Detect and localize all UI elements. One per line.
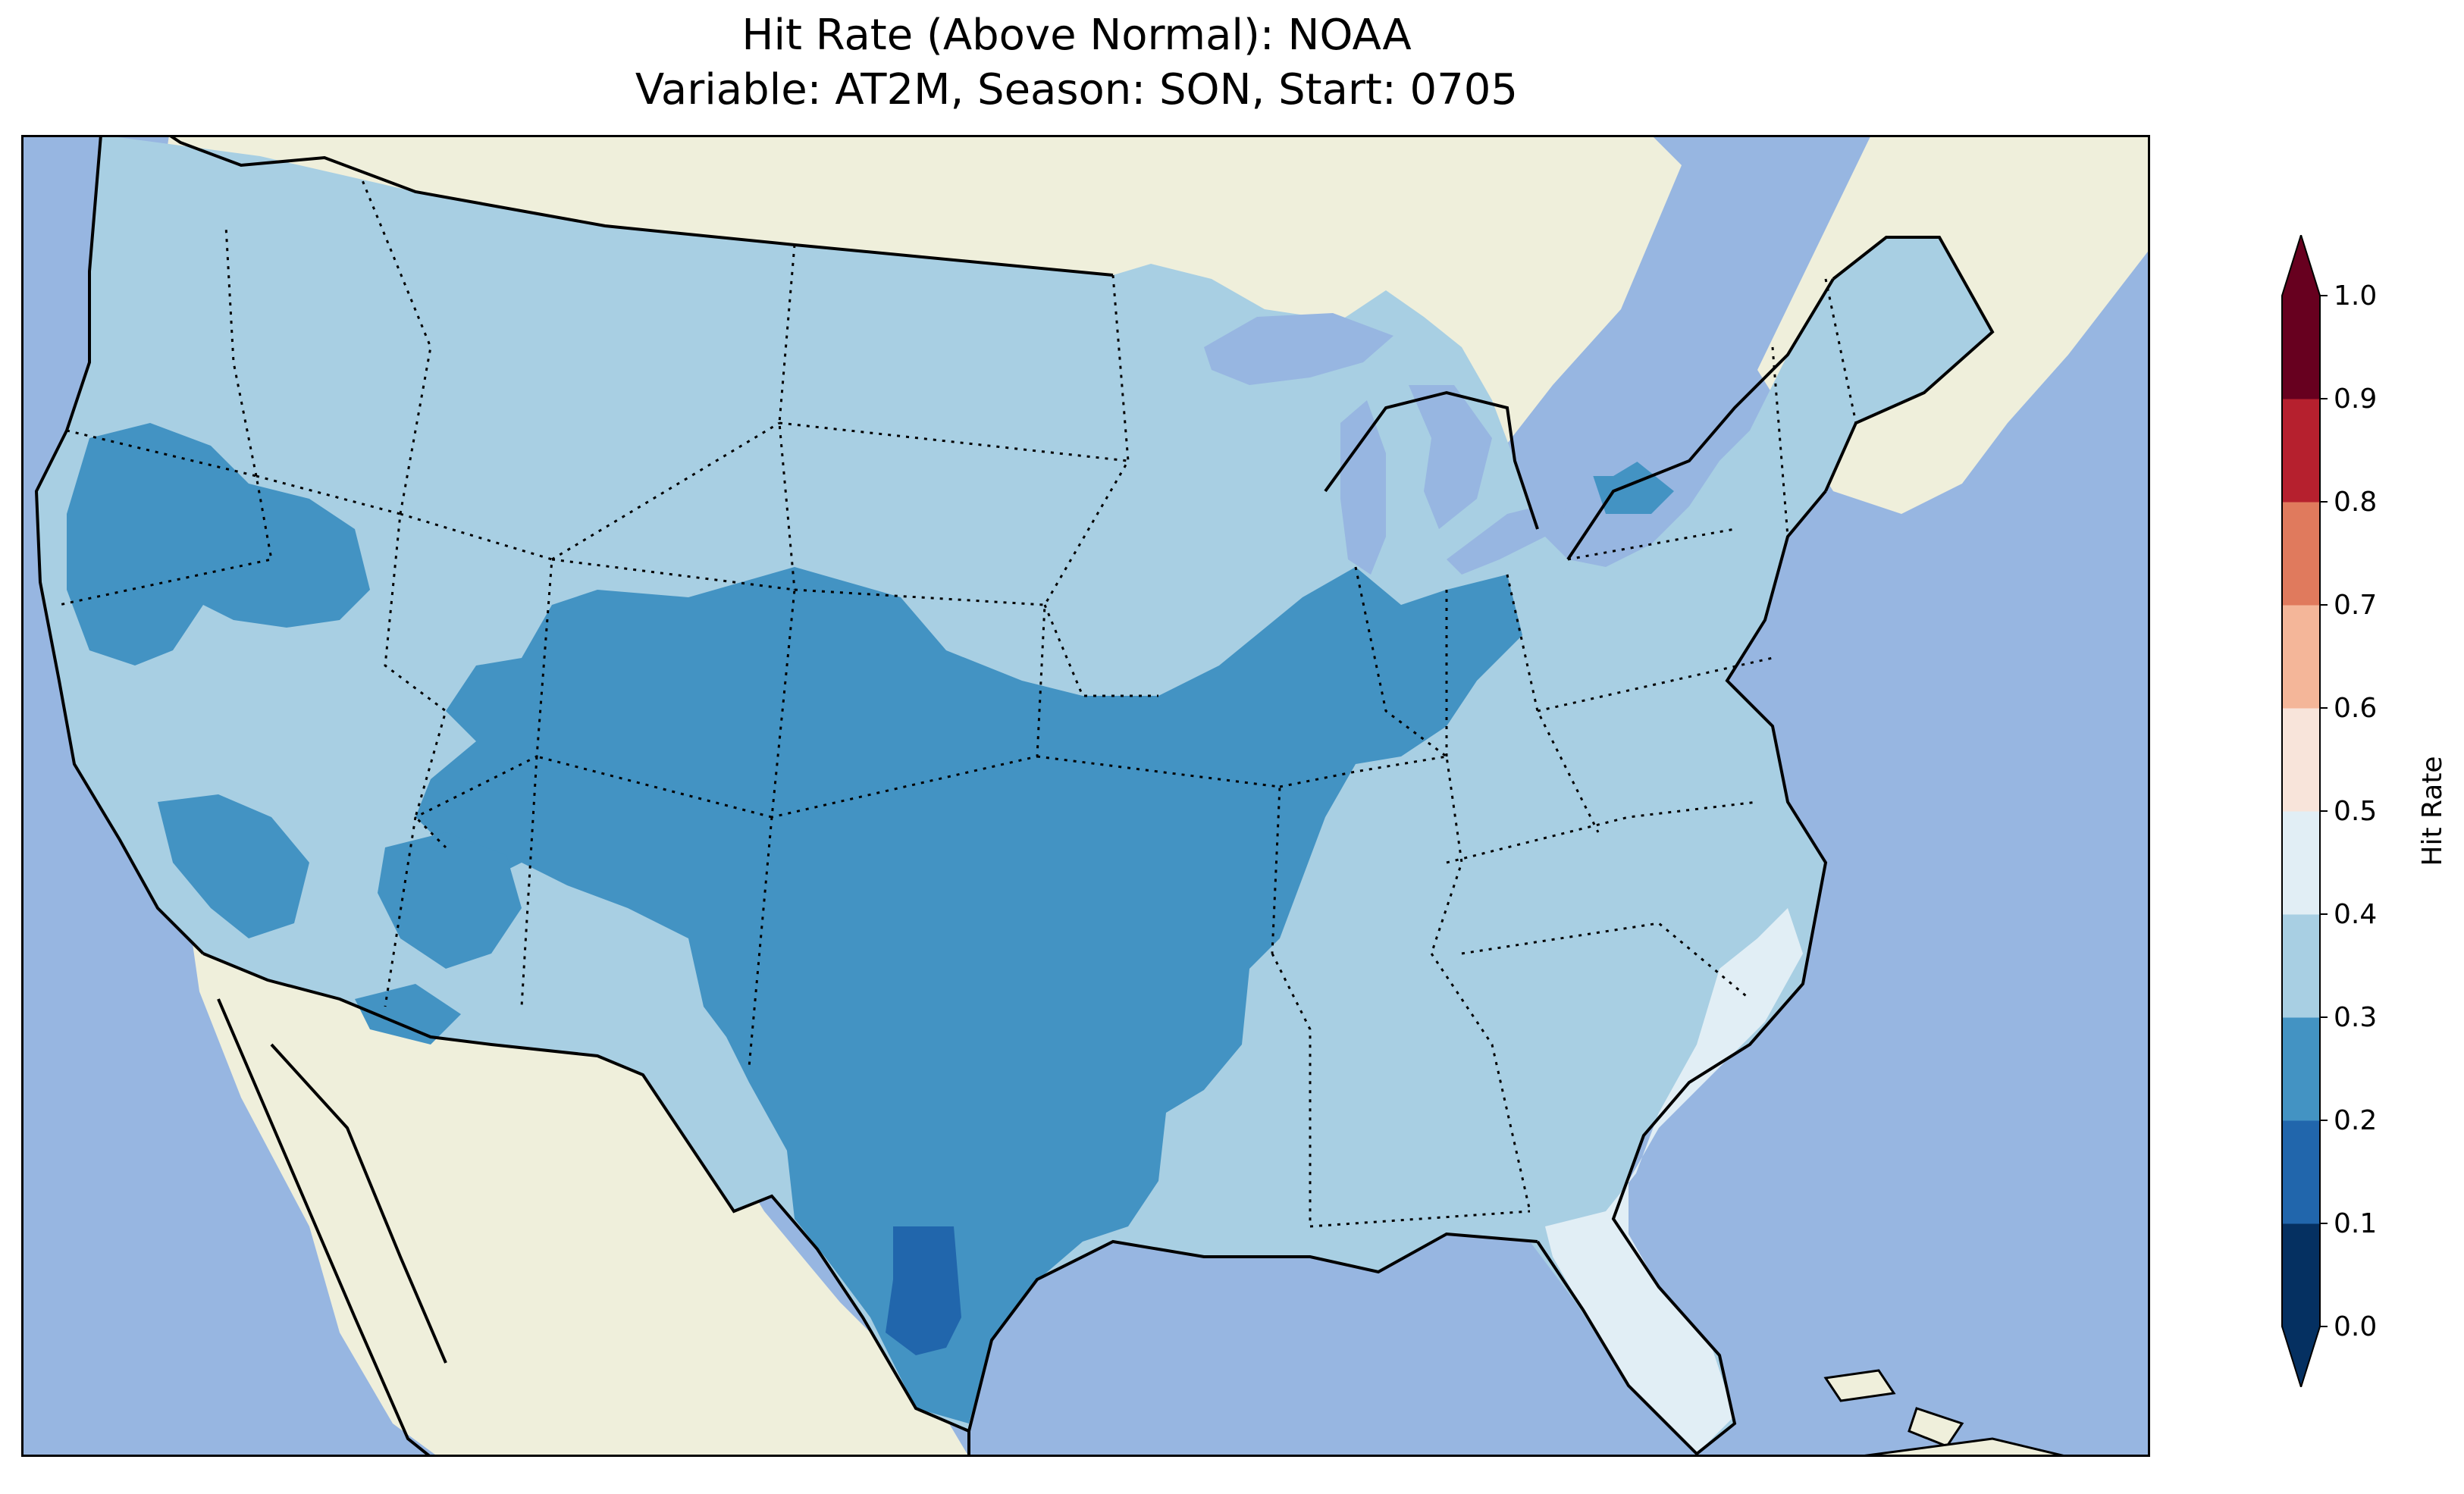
- conus-map: [21, 135, 2150, 1457]
- colorbar-ticks: 0.0 0.1 0.2 0.3 0.4 0.5 0.6 0.7 0.8 0.9 1.0: [2320, 280, 2377, 1342]
- colorbar-extend-max: [2282, 235, 2320, 296]
- state-borders: [58, 180, 1857, 1228]
- colorbar-bin: [2282, 296, 2320, 399]
- colorbar-tick-label: 0.8: [2334, 487, 2377, 518]
- colorbar-tick-label: 0.9: [2334, 384, 2377, 415]
- lake-huron: [1409, 385, 1492, 529]
- colorbar: 0.0 0.1 0.2 0.3 0.4 0.5 0.6 0.7 0.8 0.9 1.0 Hit Ra…: [2281, 235, 2448, 1387]
- lake-superior: [1204, 313, 1393, 385]
- colorbar-bin: [2282, 502, 2320, 606]
- colorbar-tick-label: 1.0: [2334, 280, 2377, 312]
- lake-erie: [1447, 499, 1568, 575]
- colorbar-extend-min: [2282, 1326, 2320, 1387]
- region-texas-0-1-0-2: [886, 1226, 961, 1355]
- region-arizona-0-2-0-3: [378, 832, 522, 969]
- coastlines: [34, 135, 1995, 1457]
- colorbar-bin: [2282, 1120, 2320, 1224]
- colorbar-tick-label: 0.5: [2334, 796, 2377, 827]
- map-title-line-1: Hit Rate (Above Normal): NOAA: [741, 11, 1412, 60]
- region-cal-coast-0-2-0-3: [355, 984, 461, 1045]
- lake-michigan: [1340, 400, 1386, 575]
- colorbar-tick-label: 0.1: [2334, 1208, 2377, 1239]
- colorbar-bin: [2282, 1223, 2320, 1327]
- colorbar-bin: [2282, 605, 2320, 709]
- region-northwest-0-2-0-3: [67, 423, 370, 666]
- colorbar-tick-label: 0.7: [2334, 590, 2377, 621]
- colorbar-label: Hit Rate: [2417, 756, 2448, 866]
- colorbar-bin: [2282, 1017, 2320, 1121]
- colorbar-tick-label: 0.4: [2334, 899, 2377, 930]
- colorbar-tick-label: 0.3: [2334, 1002, 2377, 1033]
- bahamas-cuba: [1823, 1369, 2069, 1457]
- colorbar-bin: [2282, 399, 2320, 503]
- colorbar-bin: [2282, 708, 2320, 812]
- map-title-line-2: Variable: AT2M, Season: SON, Start: 0705: [635, 65, 1519, 114]
- colorbar-bin: [2282, 811, 2320, 915]
- colorbar-tick-label: 0.6: [2334, 693, 2377, 724]
- colorbar-bin: [2282, 914, 2320, 1018]
- lake-ontario: [1553, 438, 1651, 476]
- colorbar-tick-label: 0.2: [2334, 1105, 2377, 1136]
- land-mexico: [188, 912, 969, 1457]
- region-central-0-2-0-3: [415, 567, 1522, 1424]
- colorbar-tick-label: 0.0: [2334, 1311, 2377, 1342]
- region-southwest-0-2-0-3: [158, 794, 309, 938]
- colorbar-bins: [2281, 235, 2321, 1387]
- map-border: [21, 135, 2150, 1457]
- region-southeast-0-4-0-5: [1545, 908, 1803, 1454]
